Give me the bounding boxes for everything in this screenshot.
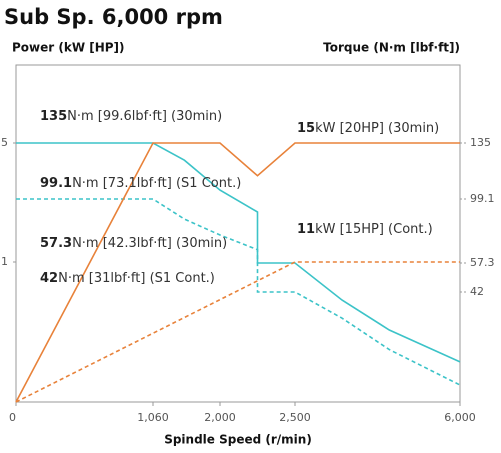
annotation-value: 57.3	[40, 236, 72, 251]
x-tick-label: 2,500	[279, 411, 311, 424]
annotation: 42N·m [31lbf·ft] (S1 Cont.)	[40, 271, 215, 286]
annotation: 15kW [20HP] (30min)	[297, 121, 439, 136]
annotation-text: kW [15HP] (Cont.)	[315, 222, 433, 237]
series-line	[16, 142, 461, 363]
plot-frame	[15, 64, 461, 403]
x-tick-label: 1,060	[137, 411, 169, 424]
annotation: 135N·m [99.6lbf·ft] (30min)	[40, 109, 222, 124]
annotation: 99.1N·m [73.1lbf·ft] (S1 Cont.)	[40, 176, 241, 191]
y2-tick-label: 99.1	[470, 192, 495, 205]
x-tick-label: 2,000	[204, 411, 236, 424]
x-tick-label: 0	[9, 411, 16, 424]
annotation-value: 135	[40, 109, 67, 124]
annotation-value: 99.1	[40, 176, 72, 191]
y2-axis-label: Torque (N·m [lbf·ft])	[323, 41, 460, 55]
annotation-value: 11	[297, 222, 315, 237]
annotation: 11kW [15HP] (Cont.)	[297, 222, 433, 237]
annotation-text: N·m [42.3lbf·ft] (30min)	[72, 236, 227, 251]
annotation-text: kW [20HP] (30min)	[315, 121, 439, 136]
annotation-value: 42	[40, 271, 58, 286]
annotation-value: 15	[297, 121, 315, 136]
x-tick-label: 6,000	[444, 411, 476, 424]
chart-title: Sub Sp. 6,000 rpm	[4, 5, 223, 29]
y-tick-label: 5	[1, 136, 8, 149]
series-line	[16, 198, 461, 386]
series-line	[15, 261, 460, 403]
y-tick-label: 1	[1, 255, 8, 268]
x-axis-label: Spindle Speed (r/min)	[164, 433, 312, 447]
annotation-text: N·m [31lbf·ft] (S1 Cont.)	[58, 271, 215, 286]
annotation-text: N·m [73.1lbf·ft] (S1 Cont.)	[72, 176, 241, 191]
annotation: 57.3N·m [42.3lbf·ft] (30min)	[40, 236, 227, 251]
annotation-text: N·m [99.6lbf·ft] (30min)	[67, 109, 222, 124]
y2-tick-label: 57.3	[470, 256, 495, 269]
y2-tick-label: 42	[470, 285, 484, 298]
y2-tick-label: 135	[470, 136, 491, 149]
y-axis-label: Power (kW [HP])	[12, 41, 125, 55]
series-line	[15, 142, 460, 403]
